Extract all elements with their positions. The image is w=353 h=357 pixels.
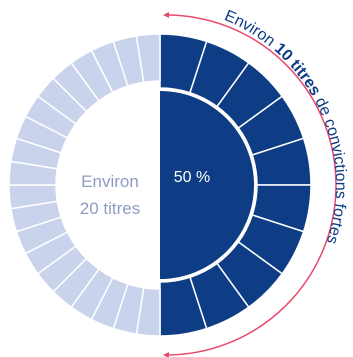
arc-label-part: Environ (222, 7, 282, 52)
left-label-line: Environ (81, 172, 139, 191)
arc-label-part: de convictions fortes (309, 91, 349, 247)
dark-half (160, 91, 254, 279)
arc-label-bold: 10 titres (271, 40, 324, 99)
segmented-ring (8, 33, 312, 337)
light-segment (135, 33, 161, 84)
left-label-line: 20 titres (80, 199, 140, 218)
bracket-arc (163, 12, 337, 357)
center-label: 50 % (174, 169, 210, 186)
